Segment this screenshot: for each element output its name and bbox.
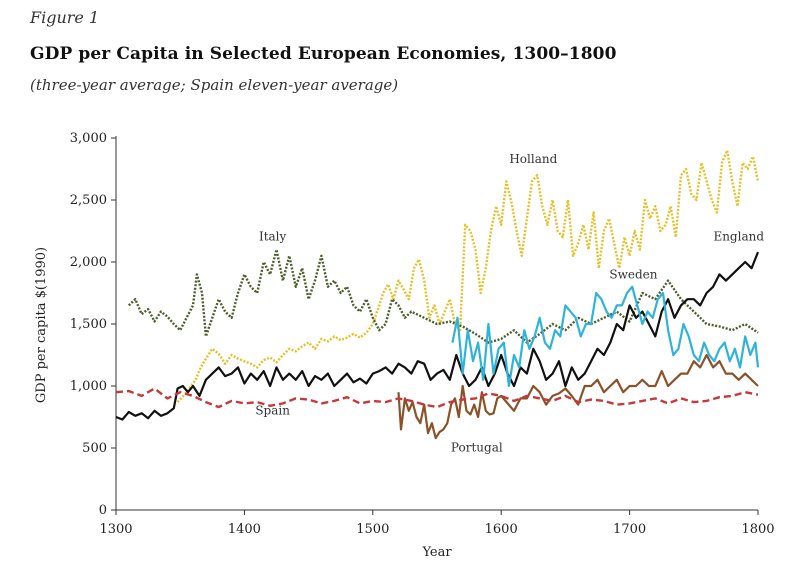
sweden-series-label: Sweden	[609, 268, 657, 282]
y-axis-title: GDP per capita $(1990)	[34, 247, 49, 403]
y-tick-label: 2,000	[70, 255, 107, 270]
x-axis-title: Year	[421, 545, 452, 560]
y-tick-label: 2,500	[70, 193, 107, 208]
x-tick-label: 1600	[485, 522, 518, 537]
italy-series-label: Italy	[259, 229, 287, 243]
sweden-series-line	[451, 285, 760, 388]
figure-subtitle: (three-year average; Spain eleven-year a…	[30, 76, 399, 94]
x-tick-label: 1500	[356, 522, 389, 537]
series-lines	[115, 149, 760, 440]
holland-series-label: Holland	[509, 152, 557, 166]
y-tick-label: 1,000	[70, 379, 107, 394]
figure-label: Figure 1	[30, 8, 100, 27]
figure-title: GDP per Capita in Selected European Econ…	[30, 44, 617, 64]
y-tick-label: 3,000	[70, 131, 107, 146]
x-tick-label: 1800	[741, 522, 774, 537]
england-series-label: England	[713, 229, 764, 243]
y-tick-label: 0	[99, 503, 107, 518]
spain-series-line	[115, 387, 759, 409]
portugal-series-line	[397, 353, 759, 440]
spain-series-label: Spain	[255, 404, 290, 418]
x-tick-label: 1700	[613, 522, 646, 537]
chart-axes: 0 500 1,000 1,500 2,000 2,500 3,000 1300 1400 150…	[70, 131, 775, 537]
series-labels: Holland Italy England Sweden Portugal Spain	[255, 152, 764, 455]
y-tick-label: 1,500	[70, 317, 107, 332]
italy-series-line	[127, 248, 759, 344]
holland-series-line	[176, 149, 760, 403]
x-tick-label: 1300	[99, 522, 132, 537]
y-tick-label: 500	[82, 441, 107, 456]
x-tick-label: 1400	[228, 522, 261, 537]
portugal-series-label: Portugal	[451, 441, 503, 455]
england-series-line	[115, 251, 760, 421]
